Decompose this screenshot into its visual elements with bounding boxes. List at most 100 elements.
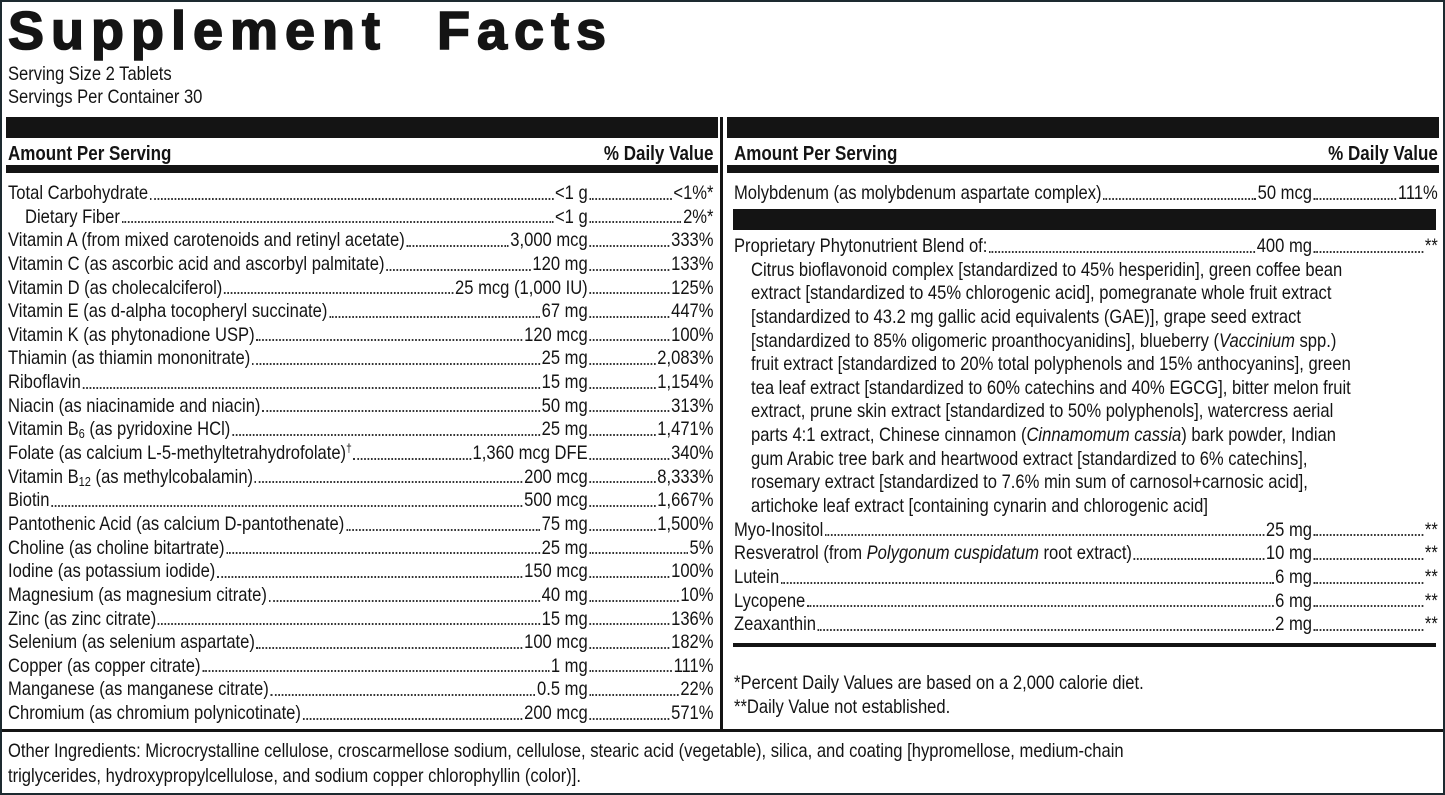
dot-leader	[386, 268, 531, 271]
nutrient-name-text: Iodine (as potassium iodide)	[8, 560, 216, 583]
amount: 67 mg	[541, 300, 588, 323]
dot-leader	[1313, 605, 1424, 608]
dv-cell: 571%	[588, 702, 714, 726]
nutrient-row: Choline (as choline bitartrate) 25 mg 5%	[8, 537, 714, 561]
blend-description-text-italic: Cinnamomum cassia	[1026, 424, 1182, 447]
dot-leader	[406, 244, 509, 247]
nutrient-name: Pantothenic Acid (as calcium D-pantothen…	[8, 513, 344, 537]
dv-cell: 1,667%	[588, 489, 714, 513]
amount: 6 mg	[1275, 565, 1312, 588]
nutrient-name: Manganese (as manganese citrate)	[8, 678, 269, 702]
dot-leader	[232, 434, 540, 437]
blend-description-line: Citrus bioflavonoid complex [standardize…	[751, 259, 1342, 283]
nutrient-name-text: Vitamin C (as ascorbic acid and ascorbyl…	[8, 252, 385, 275]
blend-description-line: artichoke leaf extract [containing cynar…	[751, 495, 1208, 519]
nutrient-row: Magnesium (as magnesium citrate) 40 mg 10%	[8, 584, 714, 608]
nutrient-name-text: Choline (as choline bitartrate)	[8, 536, 225, 559]
dot-leader	[589, 457, 670, 460]
amount: 150 mcg	[524, 560, 588, 583]
amount: 100 mcg	[524, 631, 588, 654]
nutrient-row: Manganese (as manganese citrate) 0.5 mg 22…	[8, 678, 714, 702]
nutrient-name-text: Dietary Fiber	[25, 205, 120, 228]
blend-description-text: gum Arabic tree bark and heartwood extra…	[751, 447, 1308, 470]
nutrient-name-text-sub: 12	[78, 473, 91, 489]
dot-leader	[1313, 557, 1424, 560]
thick-rule	[727, 165, 1439, 173]
nutrient-name-text: root extract)	[1038, 542, 1132, 565]
nutrient-row: Vitamin A (from mixed carotenoids and re…	[8, 229, 714, 253]
daily-value: 111%	[673, 654, 714, 677]
dot-leader	[224, 292, 454, 295]
dot-leader	[302, 717, 523, 720]
nutrient-row: Biotin 500 mcg 1,667%	[8, 489, 714, 513]
dv-cell: 111%	[588, 655, 714, 679]
blend-description-text: Citrus bioflavonoid complex [standardize…	[751, 258, 1343, 281]
nutrient-name: Thiamin (as thiamin mononitrate)	[8, 347, 250, 371]
amount: 120 mcg	[524, 323, 588, 346]
dot-leader	[589, 386, 656, 389]
nutrient-name-text: Thiamin (as thiamin mononitrate)	[8, 347, 251, 370]
daily-value: 8,333%	[657, 465, 714, 488]
dv-cell: 133%	[588, 253, 714, 277]
dot-leader	[589, 504, 656, 507]
dot-leader	[589, 363, 656, 366]
daily-value: 125%	[671, 276, 714, 299]
amount: 1,360 mcg DFE	[472, 442, 588, 465]
dv-cell: **	[1312, 613, 1438, 637]
nutrient-name: Copper (as copper citrate)	[8, 655, 201, 679]
blend-description-text: parts 4:1 extract, Chinese cinnamon (	[751, 424, 1027, 447]
nutrient-row: Thiamin (as thiamin mononitrate) 25 mg 2,0…	[8, 347, 714, 371]
nutrient-row: Niacin (as niacinamide and niacin) 50 mg 3…	[8, 395, 714, 419]
dot-leader	[329, 315, 540, 318]
amount: 400 mg	[1256, 235, 1312, 257]
blend-description-text: ) bark powder, Indian	[1181, 424, 1337, 447]
black-bar	[733, 209, 1436, 230]
header-daily-value: % Daily Value	[1328, 143, 1438, 165]
nutrient-name: Vitamin B12 (as methylcobalamin)	[8, 466, 253, 490]
label-title: Supplement Facts	[7, 0, 614, 62]
amount: 0.5 mg	[537, 678, 588, 701]
dot-leader	[353, 457, 471, 460]
amount: 1 mg	[550, 654, 588, 677]
nutrient-name: Vitamin A (from mixed carotenoids and re…	[8, 229, 405, 253]
daily-value: 313%	[671, 394, 714, 417]
dot-leader	[806, 605, 1274, 608]
nutrient-name: Vitamin K (as phytonadione USP)	[8, 324, 255, 348]
nutrient-name: Riboflavin	[8, 371, 81, 395]
dv-cell: 333%	[588, 229, 714, 253]
nutrient-name-text: Total Carbohydrate	[8, 182, 149, 204]
blend-description-line: [standardized to 43.2 mg gallic acid equ…	[751, 306, 1301, 330]
blend-description-line: extract [standardized to 45% chlorogenic…	[751, 282, 1331, 306]
dv-cell: **	[1312, 519, 1438, 543]
servings-per-container: Servings Per Container 30	[8, 86, 203, 108]
dot-leader	[149, 197, 554, 200]
dv-cell: 340%	[588, 442, 714, 466]
blend-description-text-italic: Vaccinium	[1219, 329, 1295, 352]
dot-leader	[589, 268, 670, 271]
nutrient-name: Resveratrol (from Polygonum cuspidatum r…	[734, 542, 1132, 566]
amount: 25 mcg (1,000 IU)	[455, 276, 588, 299]
nutrient-name-text: Lutein	[734, 565, 780, 588]
nutrient-name: Proprietary Phytonutrient Blend of:	[734, 235, 987, 259]
dot-leader	[82, 386, 540, 389]
nutrient-row: Vitamin B12 (as methylcobalamin) 200 mcg 8…	[8, 466, 714, 490]
nutrient-name: Vitamin B6 (as pyridoxine HCl)	[8, 418, 230, 442]
thick-rule	[6, 165, 718, 173]
dot-leader	[589, 694, 679, 697]
rule	[2, 729, 1443, 732]
nutrient-row: Iodine (as potassium iodide) 150 mcg 100%	[8, 560, 714, 584]
nutrient-name-text: Biotin	[8, 489, 50, 512]
dot-leader	[589, 670, 672, 673]
blend-description-line: rosemary extract [standardized to 7.6% m…	[751, 471, 1308, 495]
blend-description-text: [standardized to 85% oligomeric proantho…	[751, 329, 1220, 352]
dv-cell: 313%	[588, 395, 714, 419]
nutrient-row: Folate (as calcium L-5-methyltetrahydrof…	[8, 442, 714, 466]
amount: 500 mcg	[524, 489, 588, 512]
nutrient-name-text: Lycopene	[734, 589, 806, 612]
dot-leader	[589, 315, 670, 318]
nutrient-row: Vitamin D (as cholecalciferol) 25 mcg (1,…	[8, 277, 714, 301]
nutrient-name-text: Folate (as calcium L-5-methyltetrahydrof…	[8, 442, 347, 465]
daily-value: 133%	[671, 252, 714, 275]
nutrient-row: Molybdenum (as molybdenum aspartate comp…	[734, 182, 1438, 206]
dv-cell: <1%*	[588, 182, 714, 206]
